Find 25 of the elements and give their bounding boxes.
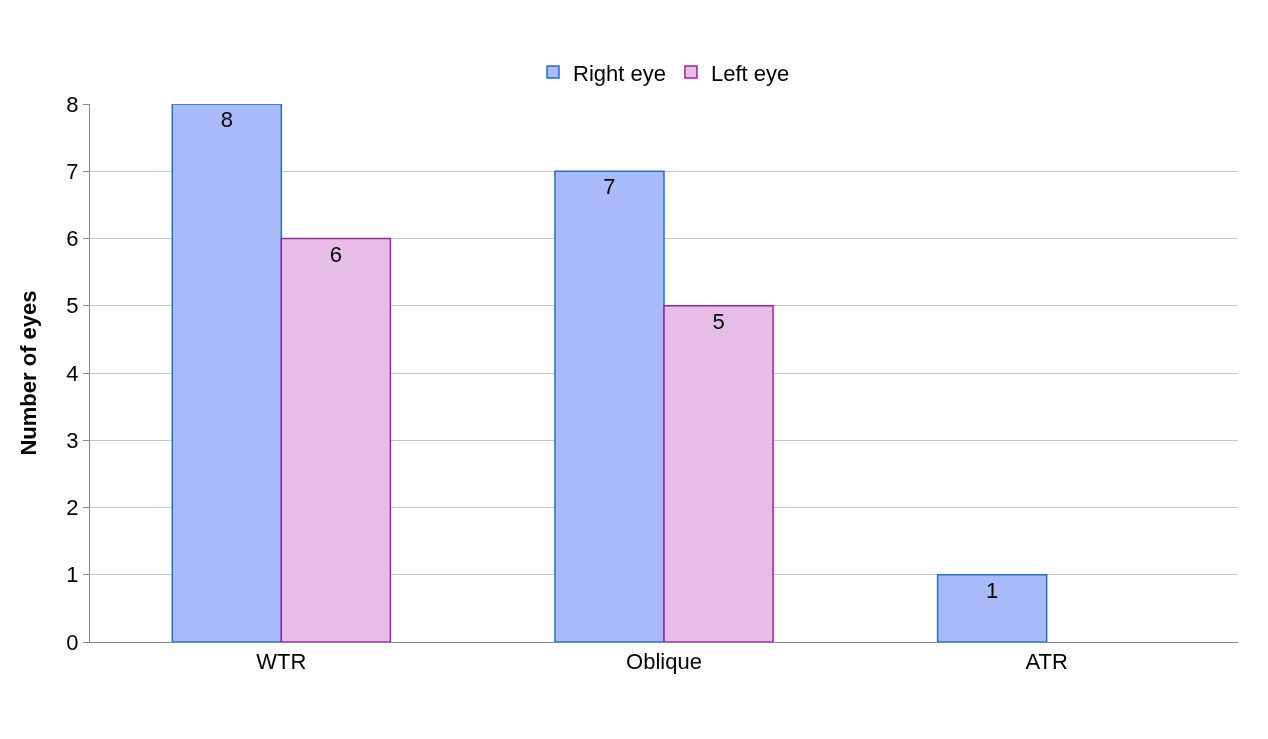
data-label: 8 [220, 107, 233, 132]
data-label: 7 [603, 174, 616, 200]
bar [554, 170, 665, 642]
y-tick-label: 7 [66, 158, 79, 184]
y-tick-label: 0 [66, 629, 79, 655]
data-label: 5 [712, 308, 725, 334]
y-tick-label: 1 [66, 562, 79, 588]
y-axis-title: Number of eyes [16, 290, 41, 456]
bar [280, 237, 392, 642]
legend-label: Left eye [710, 60, 790, 86]
data-label: 1 [986, 577, 999, 603]
x-tick-label: Oblique [626, 649, 702, 675]
bar [663, 305, 774, 642]
x-tick-label: WTR [256, 649, 307, 675]
legend-label: Right eye [573, 60, 666, 86]
y-tick-label: 6 [66, 226, 79, 252]
x-tick-label: ATR [1025, 649, 1068, 675]
bar [936, 574, 1048, 642]
bar [171, 104, 283, 642]
y-tick-label: 4 [66, 360, 79, 386]
y-tick-label: 5 [66, 293, 79, 319]
y-tick-label: 2 [66, 495, 79, 521]
y-tick-label: 3 [66, 427, 79, 453]
y-tick-label: 8 [66, 91, 79, 117]
data-label: 6 [329, 241, 342, 267]
